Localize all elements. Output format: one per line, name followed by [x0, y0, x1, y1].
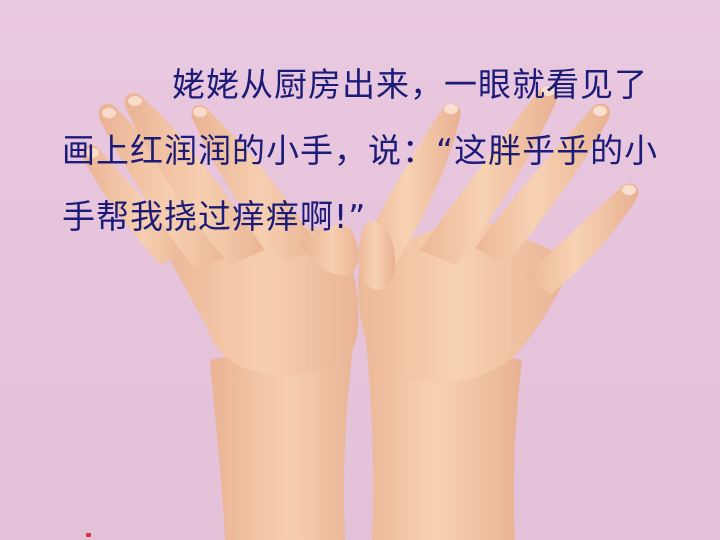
- caption-line-2: 画上红润润的小手，说：“这胖乎乎的小: [62, 131, 659, 170]
- caption-line-3: 手帮我挠过痒痒啊!”: [62, 197, 367, 236]
- red-mark: [86, 533, 91, 537]
- right-hand: [358, 85, 639, 540]
- left-hand: [82, 93, 359, 540]
- caption-line-1: 姥姥从厨房出来，一眼就看见了: [172, 65, 648, 104]
- story-caption: 姥姥从厨房出来，一眼就看见了 画上红润润的小手，说：“这胖乎乎的小 手帮我挠过痒…: [62, 52, 702, 250]
